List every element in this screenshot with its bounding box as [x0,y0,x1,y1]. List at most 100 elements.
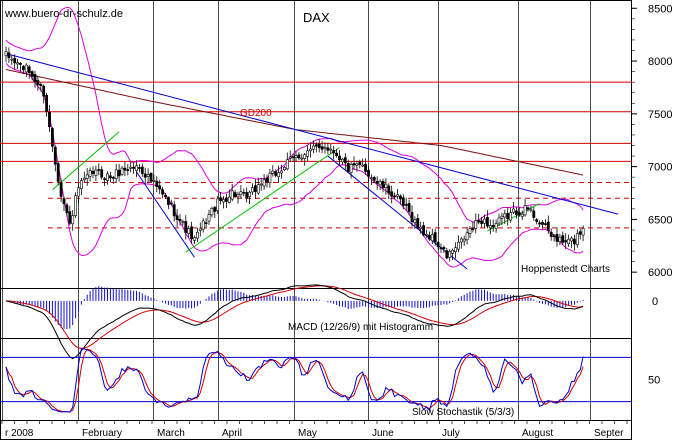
candle-body [227,196,231,203]
candle-body [254,185,257,192]
candle-body [97,169,101,171]
candle-body [314,144,318,147]
uptrend-line [52,131,120,191]
candle-body [552,235,556,238]
candle-body [280,170,283,174]
candle-body [369,177,373,180]
candle-body [471,228,475,230]
candle-body [346,162,350,172]
candle-body [10,58,14,61]
candle-body [509,212,513,221]
candle-body [401,197,405,206]
candle-body [372,177,376,181]
candle-body [532,210,536,218]
candle-body [561,235,565,243]
candle-body [91,170,95,174]
uptrend-line [185,147,340,253]
downtrend-line [136,171,195,258]
candle-body [494,223,498,230]
candle-body [491,225,495,227]
x-tick-label: r 2008 [5,428,34,439]
candle-body [454,247,457,252]
candle-body [549,231,553,237]
candle-body [50,128,54,147]
candle-body [575,233,579,246]
price-y-tick-label: 6500 [648,214,672,226]
candle-body [332,150,336,154]
candle-body [538,222,542,225]
candle-body [16,62,20,65]
candle-body [126,169,130,171]
candle-body [311,145,315,150]
candle-body [358,161,362,165]
candle-body [213,207,217,212]
candle-body [167,197,170,206]
price-y-tick-label: 7000 [648,162,672,174]
candle-body [317,143,321,148]
downtrend-line [5,53,619,215]
candle-body [65,204,69,214]
candle-body [413,219,417,224]
candle-body [398,195,402,200]
candle-body [448,251,452,258]
axis-labels: r 2008 February March April May June July Augus… [1,3,672,439]
x-tick-label: May [298,428,317,439]
candle-body [526,207,530,210]
candle-body [497,217,501,224]
candle-body [135,165,138,171]
candle-body [71,215,75,225]
candle-body [39,83,43,86]
candle-body [381,181,385,189]
candle-body [517,212,521,216]
candle-body [285,159,289,170]
candle-body [103,178,107,180]
candle-body [343,157,347,164]
stochastic-k-line [5,347,584,413]
candle-body [367,170,370,177]
x-tick-label: August [522,428,553,439]
candle-body [143,173,147,178]
candle-body [53,146,57,165]
candle-body [384,183,388,189]
bollinger-upper-band [5,6,584,223]
candle-body [335,152,339,156]
candle-body [45,95,49,112]
candle-body [349,164,353,173]
candle-body [111,177,115,179]
candle-body [161,189,165,195]
candle-body [56,163,60,182]
candle-body [7,52,11,59]
candle-body [375,180,379,184]
candle-body [169,202,173,205]
candle-body [80,180,83,190]
candle-body [120,167,124,175]
x-tick-label: June [372,428,394,439]
candle-body [198,228,202,231]
candle-body [288,156,292,159]
x-tick-label: July [442,428,460,439]
grid-lines [2,0,591,420]
candle-body [204,222,208,224]
price-y-tick-label: 6000 [648,267,672,279]
candle-body [24,64,28,73]
candle-body [248,191,252,197]
candle-body [155,180,159,187]
macd-label: MACD (12/26/9) mit Histogramm [288,322,433,333]
candle-body [323,146,327,149]
candle-body [480,220,484,224]
candle-body [393,195,397,198]
candle-body [465,232,469,241]
x-tick-label: April [222,428,242,439]
candle-body [572,238,576,245]
candle-body [451,249,455,254]
candle-body [340,158,344,163]
candle-body [210,208,214,216]
candle-body [404,204,408,206]
candle-body [442,247,446,250]
candle-body [570,237,573,242]
candle-body [85,174,89,179]
candle-body [291,156,295,158]
candle-body [181,221,185,223]
candle-body [190,226,194,240]
